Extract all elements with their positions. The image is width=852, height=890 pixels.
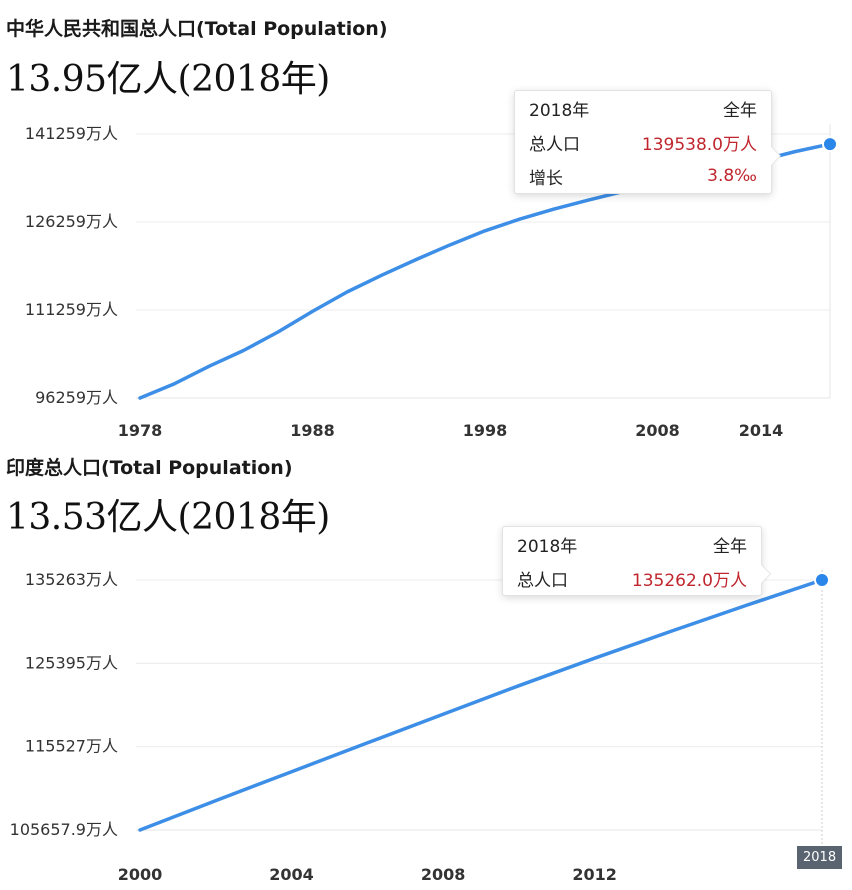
x-tick-label: 2012 (572, 865, 617, 884)
tooltip-label: 总人口 (517, 570, 568, 591)
tooltip-label: 总人口 (529, 134, 580, 155)
y-tick-label: 105657.9万人 (10, 820, 118, 839)
x-axis-badge: 2018 (797, 846, 843, 869)
highlight-point[interactable] (822, 136, 838, 153)
y-tick-label: 111259万人 (25, 300, 118, 319)
chart-heading: 中华人民共和国总人口(Total Population) (6, 18, 388, 40)
headline-value: 13.95亿人(2018年) (6, 59, 330, 100)
x-tick-label: 2008 (421, 865, 466, 884)
china-population-panel: 中华人民共和国总人口(Total Population) 13.95亿人(201… (0, 0, 852, 450)
highlight-point[interactable] (814, 572, 830, 589)
tooltip-value: 139538.0万人 (641, 134, 757, 155)
x-tick-label: 2004 (269, 865, 314, 884)
x-tick-label: 1998 (463, 421, 508, 440)
series-line (138, 578, 824, 832)
tooltip-value: 3.8‰ (707, 166, 757, 186)
y-tick-label: 115527万人 (25, 737, 118, 756)
tooltip-value: 全年 (713, 536, 747, 557)
chart-heading: 印度总人口(Total Population) (6, 457, 293, 479)
tooltip-label: 2018年 (517, 536, 578, 557)
y-tick-label: 126259万人 (25, 212, 118, 231)
tooltip-pointer (761, 565, 770, 583)
india-population-panel: 印度总人口(Total Population) 13.53亿人(2018年) 1… (0, 450, 852, 890)
data-tooltip: 2018年 全年 总人口 135262.0万人 (502, 526, 770, 596)
x-tick-label: 2008 (635, 421, 680, 440)
y-tick-label: 125395万人 (25, 653, 118, 672)
x-tick-label: 1978 (118, 421, 163, 440)
tooltip-value: 全年 (723, 100, 757, 121)
china-line-chart[interactable]: 96259万人 111259万人 126259万人 141259万人 1978 1988 1… (0, 0, 852, 450)
headline-value: 13.53亿人(2018年) (6, 497, 330, 538)
data-tooltip: 2018年 全年 总人口 139538.0万人 增长 3.8‰ (514, 90, 780, 194)
india-line-chart[interactable]: 105657.9万人 115527万人 125395万人 135263万人 2000 20… (0, 450, 852, 890)
tooltip-label: 2018年 (529, 100, 590, 121)
x-tick-label: 2000 (118, 865, 163, 884)
y-tick-label: 135263万人 (25, 570, 118, 589)
tooltip-value: 135262.0万人 (631, 570, 747, 591)
tooltip-pointer (771, 147, 780, 165)
x-tick-label: 2014 (739, 421, 784, 440)
x-tick-label: 1988 (290, 421, 335, 440)
y-tick-label: 96259万人 (35, 388, 118, 407)
y-tick-label: 141259万人 (25, 124, 118, 143)
tooltip-label: 增长 (529, 168, 563, 189)
